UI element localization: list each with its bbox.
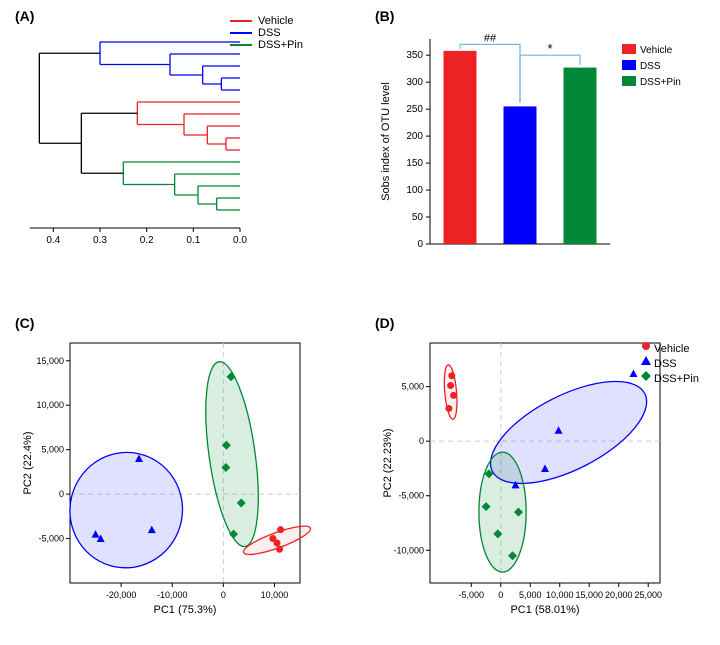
panel-a-legend: Vehicle DSS DSS+Pin — [230, 15, 303, 51]
legend-label: DSS — [654, 358, 677, 370]
svg-text:-5,000: -5,000 — [459, 590, 485, 600]
legend-label: DSS+Pin — [258, 39, 303, 51]
svg-text:0.3: 0.3 — [93, 235, 107, 246]
legend-item: DSS — [640, 355, 699, 370]
panel-d-label: (D) — [375, 315, 710, 331]
svg-text:100: 100 — [406, 185, 423, 196]
svg-text:350: 350 — [406, 50, 423, 61]
svg-text:0: 0 — [417, 239, 423, 250]
svg-text:0.2: 0.2 — [140, 235, 154, 246]
svg-text:5,000: 5,000 — [519, 590, 542, 600]
legend-item: DSS+Pin — [640, 370, 699, 385]
panel-c: (C) -20,000 -10,000 0 10,000 -5,000 0 5,000 10,… — [15, 315, 350, 630]
svg-text:300: 300 — [406, 77, 423, 88]
svg-text:150: 150 — [406, 158, 423, 169]
legend-label: DSS+Pin — [654, 373, 699, 385]
svg-text:0: 0 — [59, 489, 64, 499]
svg-text:250: 250 — [406, 104, 423, 115]
panel-b-label: (B) — [375, 8, 710, 24]
svg-text:Vehicle: Vehicle — [640, 45, 673, 56]
svg-text:0.0: 0.0 — [233, 235, 247, 246]
svg-text:0: 0 — [221, 590, 226, 600]
bar-chart: 0 50 100 150 200 250 300 350 Sobs index of OTU l… — [375, 24, 710, 264]
svg-text:20,000: 20,000 — [605, 590, 633, 600]
svg-text:DSS: DSS — [640, 61, 661, 72]
svg-text:50: 50 — [412, 212, 424, 223]
svg-text:PC1 (58.01%): PC1 (58.01%) — [510, 604, 579, 616]
svg-text:*: * — [547, 41, 552, 56]
svg-text:0: 0 — [498, 590, 503, 600]
panel-c-label: (C) — [15, 315, 350, 331]
svg-text:-5,000: -5,000 — [398, 491, 424, 501]
svg-text:25,000: 25,000 — [634, 590, 662, 600]
legend-label: Vehicle — [258, 15, 293, 27]
legend-item: DSS — [230, 27, 303, 39]
svg-text:DSS+Pin: DSS+Pin — [640, 77, 681, 88]
svg-text:5,000: 5,000 — [401, 382, 424, 392]
svg-text:5,000: 5,000 — [41, 445, 64, 455]
svg-text:PC2 (22.23%): PC2 (22.23%) — [382, 428, 394, 497]
panel-b: (B) 0 50 100 150 200 250 300 350 Sobs index of O… — [375, 8, 710, 263]
svg-text:10,000: 10,000 — [261, 590, 289, 600]
svg-text:10,000: 10,000 — [36, 400, 64, 410]
legend-item: DSS+Pin — [230, 39, 303, 51]
svg-text:15,000: 15,000 — [36, 356, 64, 366]
legend-label: Vehicle — [654, 343, 689, 355]
svg-text:Sobs index of OTU level: Sobs index of OTU level — [380, 82, 392, 201]
svg-text:200: 200 — [406, 131, 423, 142]
svg-text:0: 0 — [419, 436, 424, 446]
svg-text:0.1: 0.1 — [186, 235, 200, 246]
pca-plot-c: -20,000 -10,000 0 10,000 -5,000 0 5,000 10,000 1… — [15, 331, 335, 626]
legend-label: DSS — [258, 27, 281, 39]
panel-d-legend: Vehicle DSS DSS+Pin — [640, 340, 699, 385]
legend-item: Vehicle — [640, 340, 699, 355]
svg-text:10,000: 10,000 — [546, 590, 574, 600]
svg-text:-5,000: -5,000 — [38, 534, 64, 544]
svg-text:0.4: 0.4 — [46, 235, 60, 246]
svg-text:PC2 (22.4%): PC2 (22.4%) — [22, 432, 34, 495]
svg-text:-10,000: -10,000 — [393, 545, 424, 555]
legend-item: Vehicle — [230, 15, 303, 27]
svg-text:-10,000: -10,000 — [157, 590, 188, 600]
svg-text:-20,000: -20,000 — [106, 590, 137, 600]
dendrogram: 0.4 0.3 0.2 0.1 0.0 — [15, 24, 350, 254]
svg-text:PC1 (75.3%): PC1 (75.3%) — [154, 604, 217, 616]
svg-text:15,000: 15,000 — [575, 590, 603, 600]
svg-text:##: ## — [484, 32, 497, 44]
